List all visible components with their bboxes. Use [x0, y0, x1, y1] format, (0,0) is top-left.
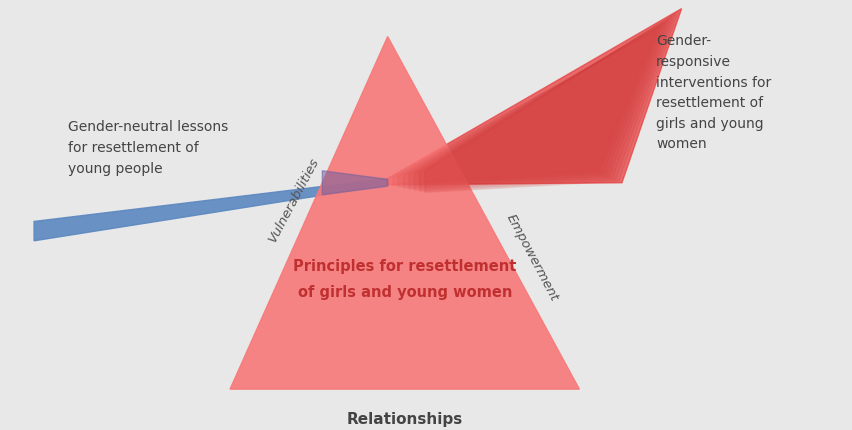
Text: Principles for resettlement: Principles for resettlement: [293, 259, 516, 274]
Polygon shape: [388, 30, 656, 185]
Polygon shape: [388, 9, 682, 185]
Polygon shape: [425, 11, 678, 193]
Polygon shape: [393, 28, 659, 186]
Polygon shape: [398, 25, 663, 187]
Polygon shape: [420, 14, 676, 191]
Text: Gender-neutral lessons
for resettlement of
young people: Gender-neutral lessons for resettlement …: [68, 120, 228, 175]
Polygon shape: [322, 171, 388, 195]
Polygon shape: [34, 178, 388, 241]
Text: Relationships: Relationships: [347, 412, 463, 427]
Polygon shape: [404, 22, 665, 188]
Polygon shape: [414, 17, 672, 190]
Text: of girls and young women: of girls and young women: [297, 285, 512, 300]
Text: Empowerment: Empowerment: [504, 212, 561, 304]
Text: Vulnerabilities: Vulnerabilities: [266, 155, 322, 245]
Polygon shape: [409, 19, 669, 189]
Polygon shape: [230, 37, 579, 389]
Text: Gender-
responsive
interventions for
resettlement of
girls and young
women: Gender- responsive interventions for res…: [656, 34, 771, 151]
